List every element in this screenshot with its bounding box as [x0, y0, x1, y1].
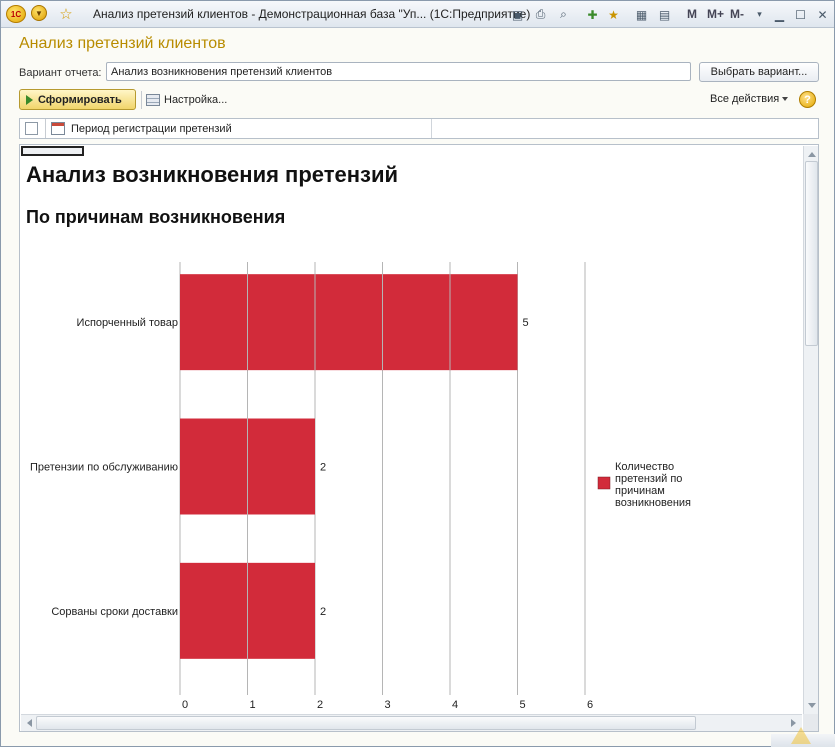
main-menu-icon[interactable]: ▼ [31, 5, 47, 21]
window-title: Анализ претензий клиентов - Демонстрацио… [93, 7, 531, 21]
legend-label: Количество претензий по причинам возникнове… [615, 461, 691, 509]
minimize-button[interactable]: ▁ [774, 7, 785, 22]
scrollbar-corner [803, 714, 818, 731]
toolbar-separator [141, 91, 142, 109]
bar-chart: 0 1 2 3 4 5 6 Испорченный товар 5 Претензии по об… [30, 262, 691, 711]
mem-minus-button[interactable]: M- [730, 7, 744, 21]
choose-variant-button[interactable]: Выбрать вариант... [699, 62, 819, 82]
x-tick-label: 4 [452, 699, 458, 711]
vertical-scrollbar[interactable] [803, 146, 818, 714]
data-label: 2 [320, 606, 326, 618]
generate-report-button[interactable]: Сформировать [19, 89, 136, 110]
legend-swatch [597, 476, 611, 490]
star-icon[interactable]: ☆ [59, 6, 73, 23]
x-tick-label: 5 [520, 699, 526, 711]
help-button[interactable]: ? [799, 91, 816, 108]
data-label: 2 [320, 462, 326, 474]
scroll-down-icon[interactable] [808, 703, 816, 708]
horizontal-scrollbar[interactable] [21, 714, 802, 731]
active-cell[interactable] [21, 146, 84, 156]
x-tick-label: 0 [182, 699, 188, 711]
data-label: 5 [523, 317, 529, 329]
category-label: Сорваны сроки доставки [51, 606, 178, 618]
category-label: Испорченный товар [77, 317, 178, 329]
close-button[interactable]: ✕ [817, 7, 828, 22]
report-subtitle: По причинам возникновения [26, 207, 286, 227]
all-actions-label: Все действия [710, 93, 780, 105]
form-title: Анализ претензий клиентов [19, 35, 226, 52]
column-divider [45, 119, 46, 138]
x-tick-label: 3 [385, 699, 391, 711]
bar [180, 274, 518, 371]
mem-plus-button[interactable]: M+ [707, 7, 725, 21]
scroll-right-icon[interactable] [791, 719, 796, 727]
chevron-down-icon [782, 97, 789, 101]
calendar-icon[interactable]: ▤ [658, 7, 671, 22]
vertical-scroll-thumb[interactable] [805, 161, 818, 346]
setting-use-checkbox[interactable] [25, 122, 38, 135]
variant-field[interactable]: Анализ возникновения претензий клиентов [106, 62, 691, 81]
setting-period-label: Период регистрации претензий [71, 123, 232, 135]
title-bar: 1С ▼ ☆ Анализ претензий клиентов - Демон… [1, 1, 834, 28]
mem-m-button[interactable]: M [687, 7, 697, 21]
scroll-up-icon[interactable] [808, 152, 816, 157]
category-label: Претензии по обслуживанию [30, 462, 178, 474]
settings-icon [146, 94, 160, 106]
column-divider [431, 119, 432, 138]
warning-icon [791, 727, 811, 744]
settings-table-row[interactable]: Период регистрации претензий [19, 118, 819, 139]
settings-button[interactable]: Настройка... [146, 91, 227, 109]
settings-label: Настройка... [164, 94, 228, 106]
calculator-icon[interactable]: ▦ [635, 7, 648, 22]
save-icon[interactable]: ▣ [511, 7, 524, 22]
favorites-icon[interactable]: ★ [608, 7, 619, 22]
generate-report-label: Сформировать [38, 93, 122, 106]
app-logo-icon[interactable]: 1С [6, 5, 26, 23]
chevron-down-icon[interactable]: ▾ [757, 9, 762, 19]
all-actions-menu[interactable]: Все действия [710, 93, 789, 105]
add-favorite-icon[interactable]: ✚ [587, 7, 598, 22]
x-tick-label: 2 [317, 699, 323, 711]
scroll-left-icon[interactable] [27, 719, 32, 727]
horizontal-scroll-thumb[interactable] [36, 716, 696, 730]
restore-button[interactable]: ☐ [795, 7, 806, 22]
play-icon [26, 94, 33, 105]
x-tick-label: 1 [250, 699, 256, 711]
x-tick-label: 6 [587, 699, 593, 711]
print-preview-icon[interactable]: ⌕ [560, 7, 567, 21]
report-spreadsheet[interactable]: Анализ возникновения претензий По причин… [19, 144, 819, 732]
report-title: Анализ возникновения претензий [26, 162, 399, 187]
print-icon[interactable]: ⎙ [535, 7, 546, 21]
variant-label: Вариант отчета: [19, 67, 102, 79]
calendar-period-icon [51, 122, 65, 135]
